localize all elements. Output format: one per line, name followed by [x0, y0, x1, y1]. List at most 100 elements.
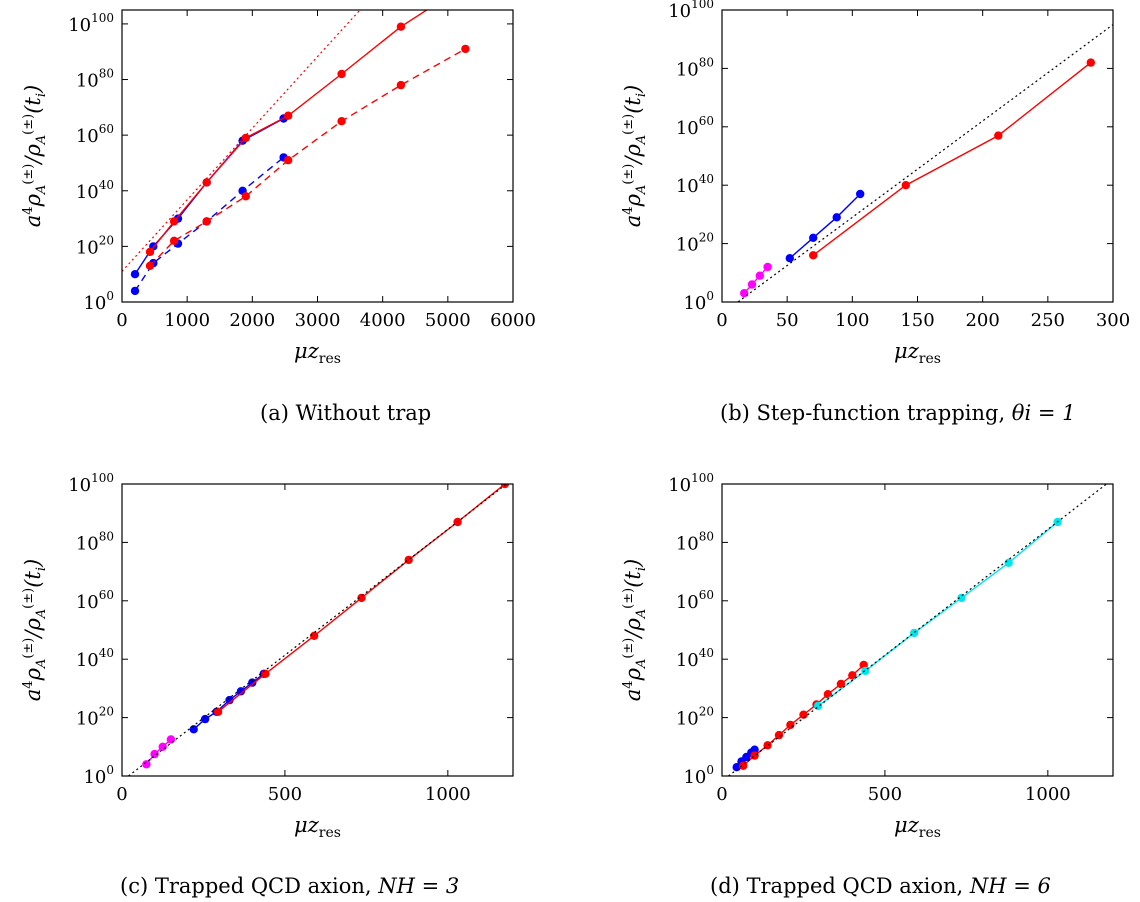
data-point	[241, 133, 250, 143]
tick-label: 6000	[490, 310, 536, 331]
data-point	[461, 44, 470, 54]
panel-caption: (b) Step-function trapping, θi = 1	[720, 401, 1075, 425]
tick-label: 1060	[76, 588, 114, 613]
tick-label: 10100	[68, 471, 114, 496]
plot-area	[128, 484, 510, 776]
x-axis-label: μzres	[294, 339, 341, 367]
data-point	[404, 555, 413, 565]
tick-label: 10100	[668, 0, 714, 22]
data-point	[813, 701, 823, 711]
data-point	[310, 631, 319, 640]
tick-label: 300	[1096, 310, 1130, 331]
tick-label: 10100	[68, 11, 114, 36]
series-line	[149, 10, 429, 253]
data-point	[740, 289, 749, 298]
tick-label: 1060	[76, 122, 114, 147]
panel-caption: (c) Trapped QCD axion, NH = 3	[120, 874, 459, 898]
data-point	[200, 714, 210, 724]
data-point	[500, 484, 510, 489]
data-point	[747, 280, 757, 289]
y-axis-label: a4ρA(±)/ρA(±)(ti)	[21, 559, 49, 701]
data-point	[957, 593, 966, 603]
data-point	[142, 760, 151, 769]
data-point	[1086, 58, 1096, 67]
chart-panel-2: 0 50 100 150 200 250 300 100 1020 1040 1060 1080 101…	[621, 0, 1130, 425]
plot-frame	[121, 9, 514, 303]
data-point	[836, 679, 846, 689]
plot-area	[122, 10, 470, 296]
tick-label: 5000	[425, 310, 471, 331]
data-point	[809, 251, 818, 260]
tick-label: 100	[683, 289, 714, 314]
tick-label: 1080	[76, 529, 114, 554]
tick-label: 1080	[76, 67, 114, 92]
tick-label: 1080	[676, 55, 714, 80]
tick-label: 1060	[676, 114, 714, 139]
plot-area	[736, 24, 1113, 302]
tick-label: 1000	[1025, 784, 1071, 805]
tick-label: 1040	[676, 172, 714, 197]
data-point	[189, 725, 198, 734]
data-point	[755, 271, 764, 280]
tick-label: 1000	[164, 310, 210, 331]
plot-frame	[721, 9, 1114, 303]
data-point	[785, 254, 794, 263]
data-point	[202, 178, 211, 187]
tick-label: 100	[83, 763, 114, 788]
tick-label: 0	[116, 784, 127, 805]
tick-label: 1020	[76, 705, 114, 730]
data-point	[856, 189, 865, 199]
data-point	[236, 687, 246, 696]
data-point	[145, 247, 155, 257]
series-line	[736, 24, 1113, 302]
tick-label: 2000	[229, 310, 275, 331]
tick-label: 250	[1031, 310, 1065, 331]
series-line	[149, 48, 466, 267]
panel-caption: (a) Without trap	[260, 401, 431, 425]
tick-label: 100	[83, 289, 114, 314]
data-point	[750, 751, 759, 760]
data-point	[202, 217, 211, 226]
tick-label: 1040	[76, 646, 114, 671]
chart-panel-4: 0 500 1000 100 1020 1040 1060 1080 10100 μzres a4ρ…	[621, 471, 1114, 898]
tick-label: 0	[716, 310, 727, 331]
data-point	[396, 80, 406, 90]
tick-label: 1000	[425, 784, 471, 805]
data-point	[166, 735, 176, 744]
series-line	[128, 484, 507, 776]
series-line	[134, 117, 284, 275]
tick-label: 10100	[668, 471, 714, 496]
data-point	[901, 181, 910, 190]
series-line	[817, 521, 1059, 707]
x-axis-label: μzres	[894, 813, 941, 841]
x-axis-label: μzres	[294, 813, 341, 841]
series-line	[812, 62, 1092, 256]
data-point	[337, 117, 346, 126]
tick-label: 150	[900, 310, 934, 331]
tick-label: 500	[868, 784, 902, 805]
data-point	[994, 131, 1003, 140]
tick-label: 1040	[76, 178, 114, 203]
data-point	[169, 217, 179, 226]
data-point	[248, 678, 257, 687]
tick-label: 200	[965, 310, 999, 331]
data-point	[786, 720, 795, 730]
data-point	[809, 233, 818, 242]
tick-label: 1020	[76, 233, 114, 258]
data-point	[284, 156, 293, 165]
plot-area	[728, 484, 1107, 776]
panel-caption: (d) Trapped QCD axion, NH = 6	[710, 874, 1051, 898]
data-point	[774, 730, 784, 740]
data-point	[158, 742, 167, 751]
tick-label: 0	[716, 784, 727, 805]
tick-label: 1040	[676, 646, 714, 671]
y-axis-label: a4ρA(±)/ρA(±)(ti)	[621, 559, 649, 701]
y-axis-label: a4ρA(±)/ρA(±)(ti)	[621, 85, 649, 227]
tick-label: 0	[116, 310, 127, 331]
data-point	[1004, 558, 1013, 567]
data-point	[150, 749, 159, 759]
data-point	[750, 745, 759, 754]
tick-label: 50	[776, 310, 799, 331]
series-line	[743, 266, 769, 294]
